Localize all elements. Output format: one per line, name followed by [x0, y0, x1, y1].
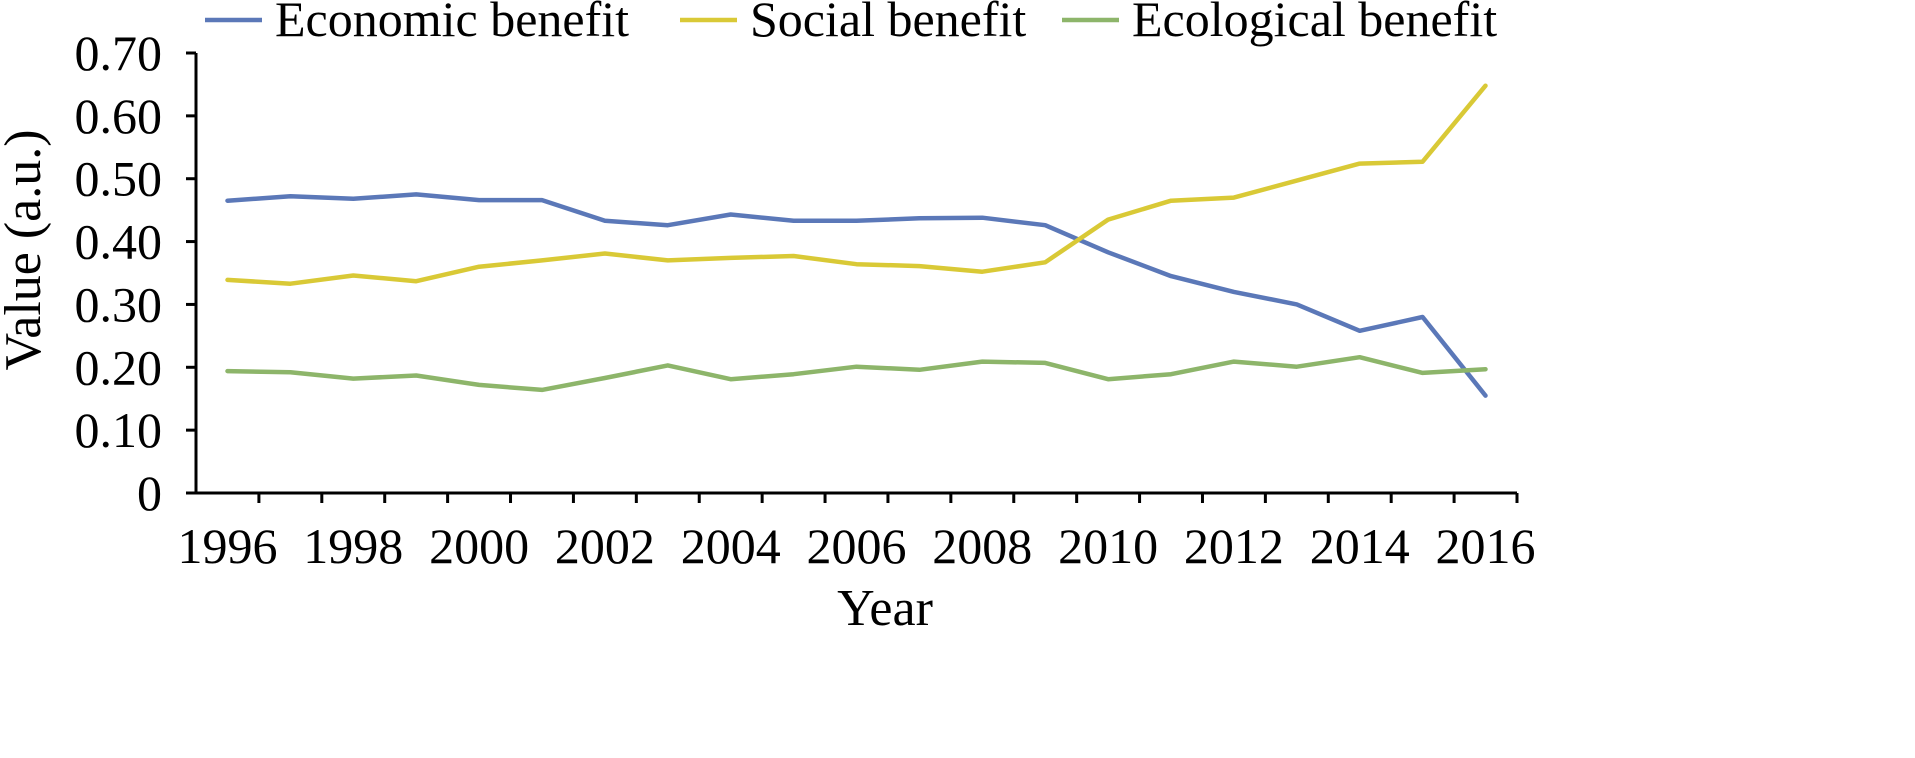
y-tick-label: 0.70 [75, 25, 163, 81]
x-tick-label: 1996 [177, 518, 277, 574]
legend-label: Social benefit [750, 0, 1026, 47]
y-tick-label: 0.10 [75, 402, 163, 458]
series-line [225, 83, 1488, 286]
x-tick-label: 2010 [1058, 518, 1158, 574]
y-ticks: 0 0.10 0.20 0.30 0.40 0.50 0.60 0.70 [75, 25, 196, 521]
y-tick-label: 0.40 [75, 214, 163, 270]
x-tick-label: 1998 [303, 518, 403, 574]
x-tick-label: 2002 [555, 518, 655, 574]
axes [186, 53, 1517, 495]
series-line [225, 354, 1488, 393]
y-tick-label: 0 [137, 465, 162, 521]
legend: Economic benefit Social benefit Ecological… [205, 0, 1497, 47]
y-tick-label: 0.60 [75, 88, 163, 144]
x-tick-label: 2006 [807, 518, 907, 574]
x-tick-label: 2014 [1310, 518, 1410, 574]
x-tick-label: 2012 [1184, 518, 1284, 574]
x-axis-title: Year [837, 580, 933, 637]
series-line [225, 192, 1488, 398]
x-tick-label: 2000 [429, 518, 529, 574]
y-tick-label: 0.50 [75, 151, 163, 207]
series-lines [225, 83, 1488, 398]
x-tick-label: 2016 [1436, 518, 1536, 574]
y-tick-label: 0.20 [75, 339, 163, 395]
y-axis-title: Value (a.u.) [0, 129, 52, 370]
legend-label: Economic benefit [275, 0, 629, 47]
x-ticks: 1996 1998 2000 2002 2004 2006 2008 2010 2012 2014… [177, 493, 1536, 574]
x-tick-label: 2004 [681, 518, 781, 574]
y-tick-label: 0.30 [75, 276, 163, 332]
legend-label: Ecological benefit [1132, 0, 1497, 47]
x-tick-label: 2008 [932, 518, 1032, 574]
